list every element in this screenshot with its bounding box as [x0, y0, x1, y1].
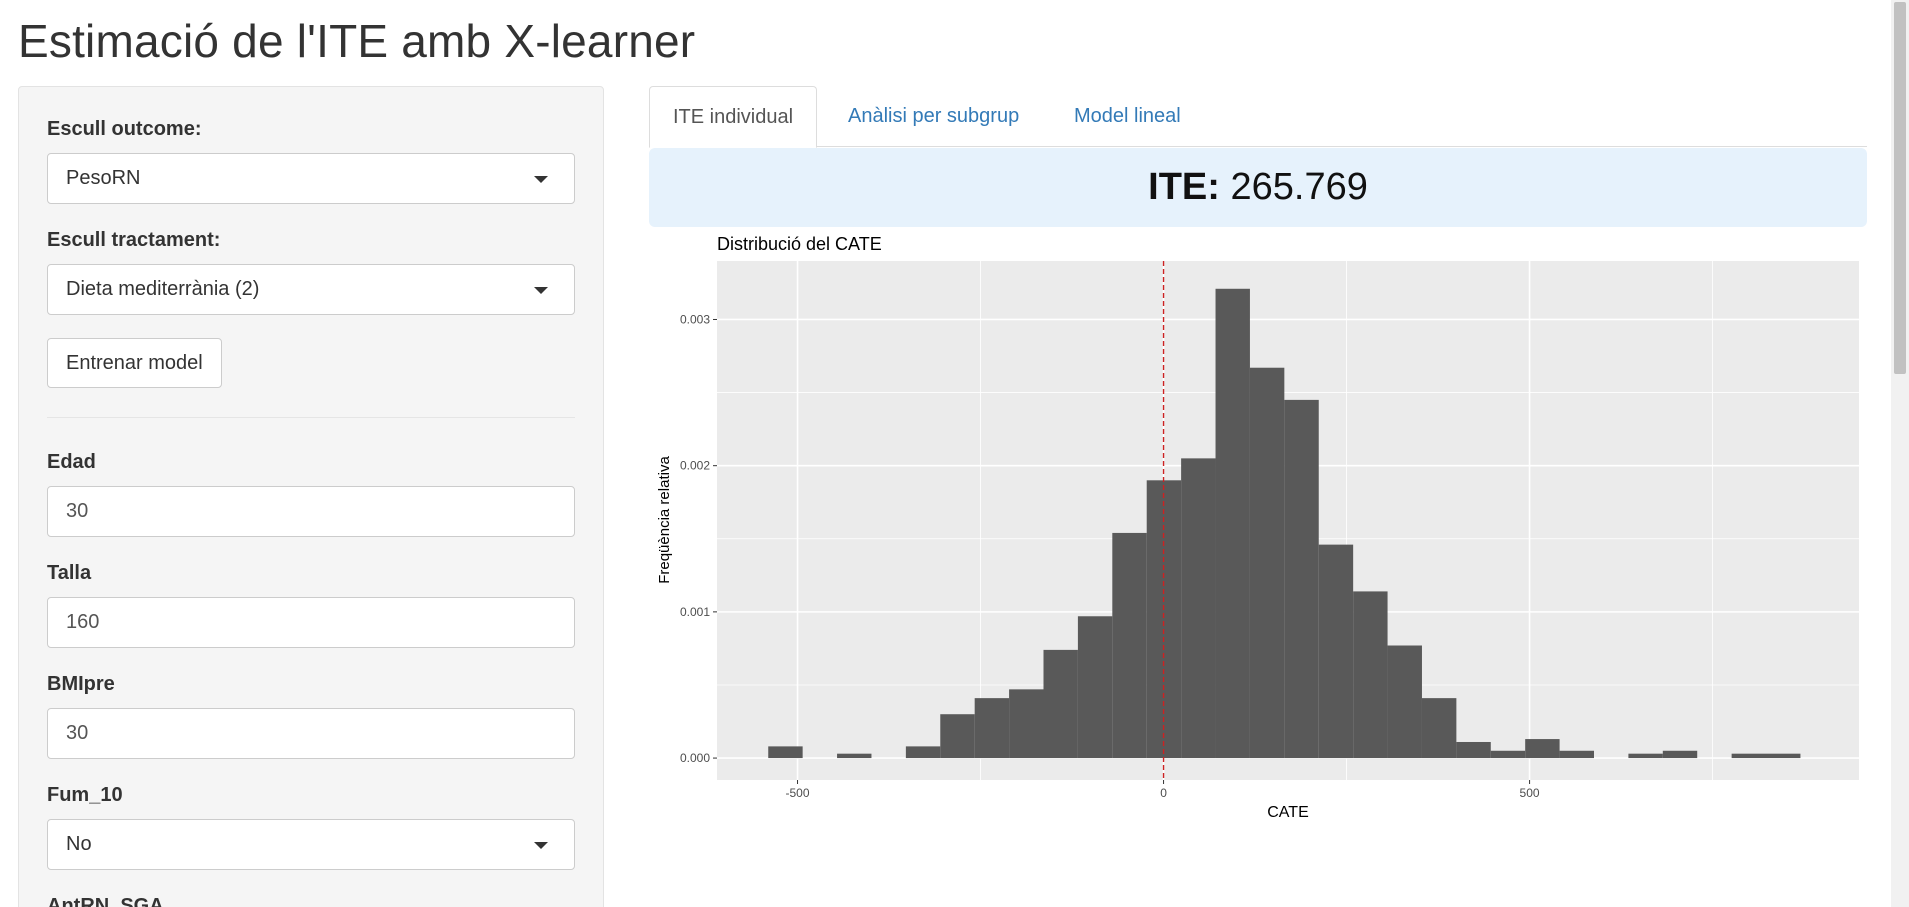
- y-tick-label: 0.000: [680, 751, 710, 765]
- chart-title: Distribució del CATE: [717, 234, 882, 254]
- histogram-bar: [1490, 750, 1526, 759]
- chevron-down-icon: [534, 842, 548, 849]
- histogram-bar: [1215, 288, 1250, 759]
- cate-histogram: Distribució del CATE 0.0000.0010.0020.00…: [656, 234, 1859, 821]
- ite-key: ITE:: [1148, 166, 1220, 208]
- y-tick-label: 0.003: [680, 312, 710, 326]
- histogram-bar: [974, 698, 1010, 759]
- histogram-bar: [1525, 739, 1560, 759]
- histogram-bars: [768, 288, 1801, 759]
- fum10-select[interactable]: No: [47, 819, 575, 870]
- histogram-bar: [940, 714, 975, 759]
- histogram-bar: [905, 746, 941, 759]
- x-tick-label: 0: [1160, 786, 1167, 800]
- fum10-select-value: No: [66, 833, 92, 855]
- treatment-label: Escull tractament:: [47, 229, 221, 251]
- talla-input[interactable]: 160: [47, 597, 575, 648]
- antrn-sga-label: AntRN_SGA: [47, 895, 164, 907]
- tab-model-lineal[interactable]: Model lineal: [1074, 105, 1181, 127]
- chevron-down-icon: [534, 176, 548, 183]
- bmipre-label: BMIpre: [47, 673, 115, 695]
- histogram-bar: [768, 746, 803, 759]
- edad-input[interactable]: 30: [47, 486, 575, 537]
- edad-label: Edad: [47, 451, 96, 473]
- histogram-bar: [1353, 591, 1388, 759]
- histogram-bar: [1077, 616, 1113, 759]
- histogram-bar: [1731, 753, 1801, 759]
- tab-bar: ITE individual Anàlisi per subgrup Model…: [649, 86, 1867, 148]
- talla-label: Talla: [47, 562, 92, 584]
- tab-analisi-subgrup[interactable]: Anàlisi per subgrup: [848, 105, 1020, 127]
- histogram-bar: [1559, 750, 1594, 759]
- page-scrollbar[interactable]: [1891, 0, 1909, 907]
- histogram-bar: [1112, 532, 1147, 759]
- histogram-bar: [1318, 544, 1354, 759]
- histogram-bar: [1181, 458, 1216, 759]
- sidebar-divider: [47, 417, 575, 418]
- histogram-bar: [1284, 399, 1319, 759]
- x-tick-label: -500: [786, 786, 810, 800]
- histogram-bar: [1043, 649, 1078, 759]
- histogram-bar: [837, 753, 872, 759]
- histogram-bar: [1456, 741, 1491, 759]
- outcome-select[interactable]: PesoRN: [47, 153, 575, 204]
- sidebar-panel: Escull outcome: PesoRN Escull tractament…: [18, 86, 604, 907]
- tab-ite-individual[interactable]: ITE individual: [649, 86, 818, 148]
- treatment-select-value: Dieta mediterrània (2): [66, 278, 260, 300]
- x-axis-label: CATE: [1267, 804, 1308, 821]
- outcome-label: Escull outcome:: [47, 118, 202, 140]
- ite-result-banner: ITE: 265.769: [649, 148, 1867, 227]
- x-axis: -500 0 500: [786, 780, 1540, 800]
- scrollbar-thumb[interactable]: [1894, 2, 1906, 374]
- x-tick-label: 500: [1520, 786, 1540, 800]
- histogram-bar: [1249, 367, 1285, 759]
- ite-value: 265.769: [1230, 166, 1368, 208]
- chevron-down-icon: [534, 287, 548, 294]
- y-axis: 0.000 0.001 0.002 0.003: [680, 312, 717, 765]
- histogram-bar: [1009, 689, 1044, 759]
- histogram-bar: [1387, 645, 1422, 759]
- bmipre-input[interactable]: 30: [47, 708, 575, 759]
- fum10-label: Fum_10: [47, 784, 123, 806]
- train-model-button[interactable]: Entrenar model: [47, 338, 222, 388]
- y-tick-label: 0.002: [680, 459, 710, 473]
- outcome-select-value: PesoRN: [66, 167, 141, 189]
- histogram-bar: [1628, 753, 1663, 759]
- page-title: Estimació de l'ITE amb X-learner: [18, 15, 696, 67]
- histogram-bar: [1421, 698, 1457, 759]
- y-axis-label: Freqüència relativa: [656, 456, 673, 584]
- y-tick-label: 0.001: [680, 605, 710, 619]
- histogram-bar: [1662, 750, 1698, 759]
- treatment-select[interactable]: Dieta mediterrània (2): [47, 264, 575, 315]
